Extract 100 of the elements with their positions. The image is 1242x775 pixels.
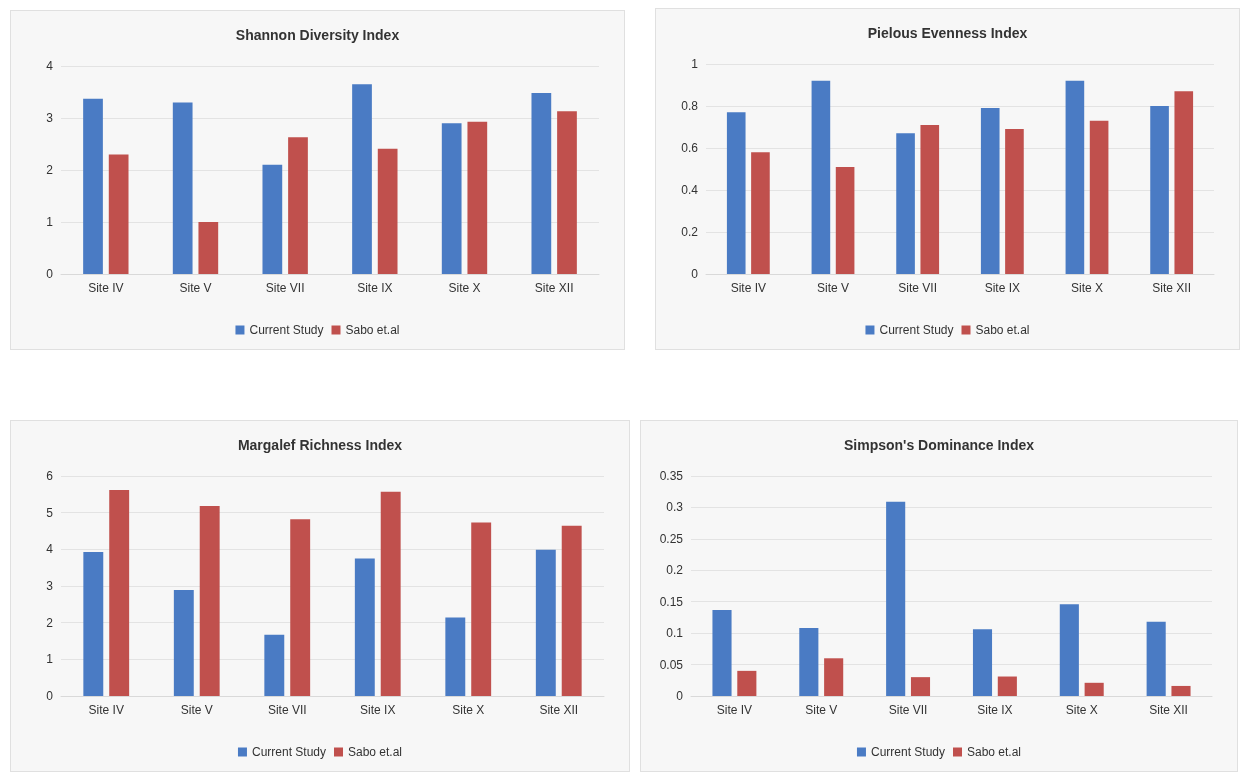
bar <box>997 676 1017 696</box>
y-tick-label: 0.2 <box>681 225 699 239</box>
x-tick-label: Site IX <box>984 281 1021 295</box>
bar <box>751 152 770 274</box>
y-tick-label: 0 <box>676 689 684 703</box>
bar <box>1171 685 1191 696</box>
bar <box>467 121 488 274</box>
bar <box>799 628 819 696</box>
x-tick-label: Site VII <box>898 281 938 295</box>
bar <box>886 501 906 696</box>
y-tick-label: 0.4 <box>681 183 699 197</box>
x-tick-label: Site V <box>179 281 212 295</box>
x-tick-label: Site VII <box>888 703 928 717</box>
x-tick-label: Site XII <box>534 281 574 295</box>
bar <box>980 108 1000 274</box>
bar <box>83 98 103 274</box>
bar <box>531 93 552 274</box>
y-tick-label: 0.25 <box>659 531 684 546</box>
bar <box>1146 621 1166 696</box>
y-tick-label: 0.05 <box>659 657 684 672</box>
x-tick-label: Site VII <box>267 703 307 717</box>
y-tick-label: 4 <box>46 59 54 73</box>
bar <box>896 133 915 274</box>
bar <box>83 551 104 696</box>
bar <box>712 609 732 696</box>
bar <box>726 112 746 274</box>
y-tick-label: 0 <box>691 267 699 281</box>
x-tick-label: Site IV <box>88 281 124 295</box>
bar <box>198 222 219 274</box>
bar <box>1089 120 1109 274</box>
x-tick-label: Site IV <box>716 703 753 717</box>
bar <box>199 506 220 696</box>
x-tick-label: Site IX <box>357 281 393 295</box>
bar <box>264 634 285 696</box>
bar <box>1084 682 1104 696</box>
bar <box>737 670 757 696</box>
y-tick-label: 0.3 <box>666 500 684 515</box>
bar <box>824 658 844 696</box>
bar <box>352 84 372 274</box>
y-tick-label: 2 <box>46 615 54 630</box>
x-tick-label: Site IV <box>730 281 767 295</box>
bar <box>910 677 931 696</box>
bar <box>445 617 466 696</box>
bar <box>557 111 577 274</box>
y-tick-label: 0.8 <box>681 99 699 113</box>
legend-label: Current Study <box>870 745 946 759</box>
bar <box>811 80 831 274</box>
bar <box>920 124 940 274</box>
legend-label: Sabo et.al <box>348 745 403 759</box>
y-tick-label: 4 <box>46 542 54 557</box>
y-tick-label: 0.1 <box>666 626 684 641</box>
legend-label: Current Study <box>251 745 327 759</box>
y-tick-label: 0.15 <box>659 594 684 609</box>
y-tick-label: 0.6 <box>681 141 699 155</box>
bar <box>290 519 311 696</box>
bar <box>561 525 582 696</box>
chart-title: Margalef Richness Index <box>237 437 403 453</box>
bar <box>835 166 855 274</box>
x-tick-label: Site X <box>1070 281 1104 295</box>
bar <box>109 489 130 696</box>
bar <box>1065 80 1085 274</box>
x-tick-label: Site V <box>816 281 850 295</box>
y-tick-label: 1 <box>691 57 699 71</box>
bar <box>471 522 492 696</box>
legend-label: Sabo et.al <box>345 323 400 337</box>
bar <box>380 491 401 696</box>
x-tick-label: Site VII <box>265 281 305 295</box>
bar <box>1150 106 1169 274</box>
bar <box>108 154 129 274</box>
bar <box>972 629 993 696</box>
y-tick-label: 0 <box>46 267 54 281</box>
y-tick-label: 0 <box>46 689 54 703</box>
y-tick-label: 0.2 <box>666 563 684 578</box>
bar <box>377 148 398 274</box>
y-tick-label: 1 <box>46 215 54 229</box>
legend-label: Sabo et.al <box>975 323 1030 337</box>
chart-title: Pielous Evenness Index <box>867 25 1028 41</box>
y-tick-label: 3 <box>46 111 54 125</box>
bar <box>288 137 308 274</box>
x-tick-label: Site X <box>448 281 481 295</box>
x-tick-label: Site V <box>180 703 213 717</box>
y-tick-label: 0.35 <box>659 469 684 483</box>
bar <box>535 549 556 696</box>
x-tick-label: Site XII <box>539 703 579 717</box>
bar <box>354 558 375 696</box>
bar <box>1174 91 1194 274</box>
bar <box>172 102 193 274</box>
chart-title: Simpson's Dominance Index <box>843 437 1035 453</box>
y-tick-label: 5 <box>46 505 54 520</box>
y-tick-label: 1 <box>46 652 54 667</box>
x-tick-label: Site IV <box>88 703 124 717</box>
y-tick-label: 2 <box>46 163 54 177</box>
y-tick-label: 6 <box>46 469 54 483</box>
x-tick-label: Site X <box>452 703 485 717</box>
x-tick-label: Site XII <box>1152 281 1192 295</box>
x-tick-label: Site X <box>1065 703 1098 717</box>
legend-label: Current Study <box>249 323 324 337</box>
bar <box>441 123 462 274</box>
x-tick-label: Site IX <box>977 703 1013 717</box>
bar <box>173 590 194 696</box>
